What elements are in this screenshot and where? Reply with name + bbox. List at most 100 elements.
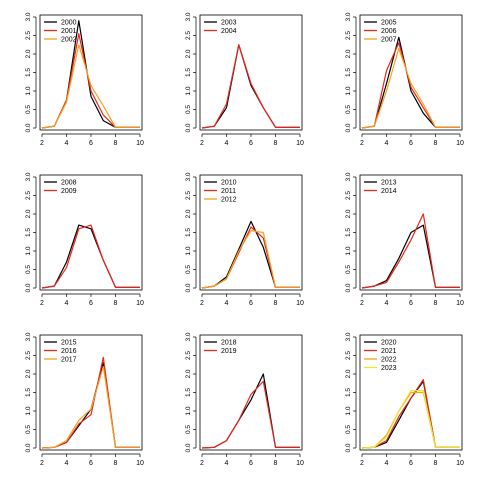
legend-label: 2011 (221, 188, 236, 195)
x-tick-label: 2 (200, 140, 204, 147)
legend-label: 2018 (221, 340, 237, 347)
series-line (361, 47, 460, 129)
legend-label: 2022 (381, 357, 397, 364)
legend-label: 2001 (61, 28, 77, 35)
legend-label: 2008 (61, 180, 77, 187)
series-line (41, 362, 140, 449)
legend-label: 2009 (61, 188, 77, 195)
legend-label: 2021 (381, 348, 397, 355)
legend-label: 2014 (381, 188, 397, 195)
y-tick-label: 1.5 (25, 388, 32, 397)
y-tick-label: 2.0 (25, 49, 32, 58)
series-line (201, 226, 300, 289)
y-tick-label: 2.0 (185, 49, 192, 58)
y-tick-label: 0.5 (345, 105, 352, 114)
x-tick-label: 6 (89, 140, 93, 147)
y-tick-label: 0.5 (185, 265, 192, 274)
legend-label: 2010 (221, 180, 237, 187)
y-tick-label: 1.0 (345, 86, 352, 95)
legend-label: 2003 (221, 20, 237, 27)
y-tick-label: 1.0 (25, 246, 32, 255)
y-tick-label: 3.0 (345, 12, 352, 21)
x-tick-label: 10 (456, 300, 464, 307)
y-tick-label: 2.5 (345, 191, 352, 200)
x-tick-label: 4 (225, 460, 229, 467)
series-line (201, 373, 300, 449)
y-tick-label: 0.0 (185, 123, 192, 132)
y-tick-label: 1.5 (345, 388, 352, 397)
y-tick-label: 2.0 (345, 369, 352, 378)
y-tick-label: 0.0 (25, 123, 32, 132)
legend-label: 2000 (61, 20, 77, 27)
y-tick-label: 1.0 (25, 406, 32, 415)
y-tick-label: 0.0 (185, 283, 192, 292)
legend-label: 2007 (381, 37, 397, 44)
y-tick-label: 1.5 (185, 228, 192, 237)
legend-label: 2006 (381, 28, 397, 35)
series-line (41, 20, 140, 129)
x-tick-label: 6 (409, 300, 413, 307)
y-tick-label: 1.0 (185, 246, 192, 255)
x-tick-label: 10 (136, 300, 144, 307)
x-tick-label: 10 (136, 460, 144, 467)
x-tick-label: 2 (360, 300, 364, 307)
legend-label: 2002 (61, 37, 77, 44)
x-tick-label: 6 (409, 140, 413, 147)
x-tick-label: 4 (385, 140, 389, 147)
x-tick-label: 4 (65, 140, 69, 147)
x-tick-label: 6 (249, 460, 253, 467)
y-tick-label: 3.0 (25, 172, 32, 181)
y-tick-label: 3.0 (185, 332, 192, 341)
y-tick-label: 3.0 (25, 332, 32, 341)
x-tick-label: 2 (40, 460, 44, 467)
y-tick-label: 1.5 (345, 68, 352, 77)
series-line (201, 380, 300, 449)
y-tick-label: 2.5 (25, 351, 32, 360)
y-tick-label: 1.5 (25, 68, 32, 77)
series-line (201, 44, 300, 129)
y-tick-label: 2.5 (185, 31, 192, 40)
y-tick-label: 3.0 (25, 12, 32, 21)
legend-label: 2005 (381, 20, 397, 27)
y-tick-label: 2.5 (345, 351, 352, 360)
legend-label: 2019 (221, 348, 237, 355)
y-tick-label: 1.5 (25, 228, 32, 237)
x-tick-label: 4 (385, 460, 389, 467)
x-tick-label: 2 (40, 140, 44, 147)
plot-frame (359, 334, 463, 451)
plot-frame (359, 174, 463, 291)
series-line (41, 366, 140, 449)
x-tick-label: 2 (360, 140, 364, 147)
series-line (41, 33, 140, 129)
x-tick-label: 8 (114, 300, 118, 307)
y-tick-label: 0.5 (185, 105, 192, 114)
series-line (201, 230, 300, 289)
x-tick-label: 8 (434, 460, 438, 467)
x-tick-label: 2 (200, 460, 204, 467)
series-line (201, 44, 300, 129)
legend-label: 2023 (381, 365, 397, 372)
y-tick-label: 1.0 (25, 86, 32, 95)
plot-frame (39, 174, 143, 291)
series-line (41, 224, 140, 289)
x-tick-label: 10 (296, 460, 304, 467)
series-line (361, 224, 460, 289)
x-tick-label: 2 (360, 460, 364, 467)
y-tick-label: 0.5 (25, 265, 32, 274)
y-tick-label: 0.0 (185, 443, 192, 452)
y-tick-label: 1.0 (345, 246, 352, 255)
legend-label: 2012 (221, 197, 237, 204)
x-tick-label: 10 (296, 300, 304, 307)
y-tick-label: 1.5 (345, 228, 352, 237)
y-tick-label: 0.5 (185, 425, 192, 434)
y-tick-label: 2.0 (185, 369, 192, 378)
x-tick-label: 8 (274, 300, 278, 307)
y-tick-label: 0.5 (345, 425, 352, 434)
